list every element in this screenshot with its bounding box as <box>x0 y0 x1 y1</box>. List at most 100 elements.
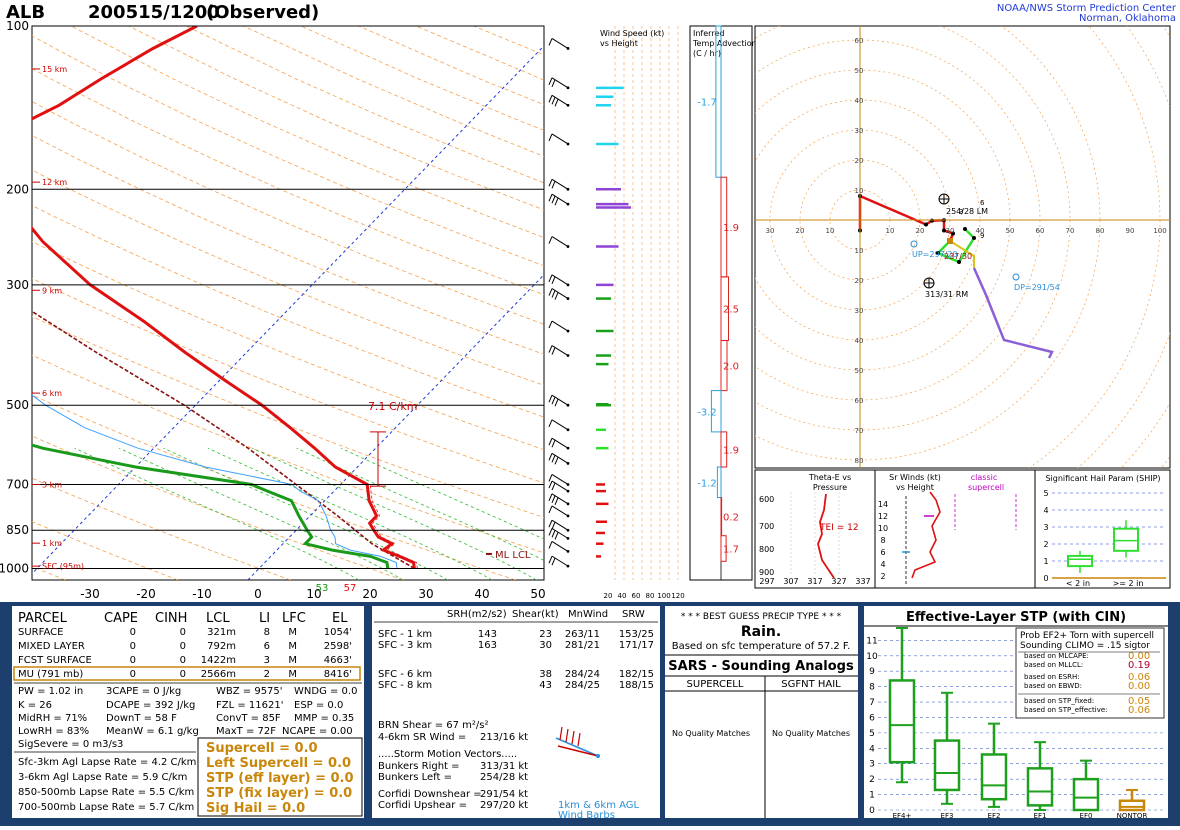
ship-x-label-large: >= 2 in <box>1113 579 1144 588</box>
parcel-cell: 0 <box>130 627 136 638</box>
stp-category-label: EF0 <box>1080 812 1093 820</box>
motion-value: 297/20 kt <box>480 800 528 811</box>
srw-classic-label: classic <box>971 473 997 482</box>
kin-row-label: SFC - 8 km <box>378 680 432 691</box>
kin-shear: 38 <box>539 669 552 680</box>
hodograph: 30 20 10 10 20 30 40 50 60 70 80 90 100 60 50 40 30 20 10 1… <box>754 25 1171 469</box>
stp-boxplot: 0 1 2 3 4 5 6 7 8 9 10 11 EF4+ EF3 EF2 EF1 EF0 NONTOR Prob… <box>866 627 1166 820</box>
wind-barb-flag <box>548 133 553 142</box>
theta-e-tick-label: 297 <box>759 577 774 586</box>
up-label: UP=297/20 <box>912 250 958 259</box>
index-wndg: WNDG = 0.0 <box>294 686 357 697</box>
srw-trace <box>911 491 941 579</box>
advection-value: 0.2 <box>723 513 739 524</box>
index-downt: DownT = 58 F <box>106 713 177 724</box>
sars-supercell-header: SUPERCELL <box>687 679 744 690</box>
advection-title: Inferred <box>693 29 724 38</box>
wind-barb-flag <box>548 288 553 296</box>
kin-srw: 182/15 <box>619 669 654 680</box>
stp-box <box>1026 767 1054 807</box>
wind-barb-flag <box>551 530 556 538</box>
srw-height-tick: 8 <box>880 536 885 545</box>
motion-value: 291/54 kt <box>480 789 528 800</box>
index-fzl: FZL = 11621' <box>216 700 283 711</box>
org-line-1: NOAA/NWS Storm Prediction Center <box>997 3 1177 14</box>
wind-barb-flag <box>551 439 556 448</box>
stp-legend <box>1015 627 1165 719</box>
barb-caption-2: Wind Barbs <box>558 810 615 821</box>
kin-header-mnwind: MnWind <box>568 609 608 620</box>
hodograph-x-tick: 90 <box>1126 227 1135 235</box>
ship-large-box <box>1113 527 1139 552</box>
ship-panel: Significant Hail Param (SHIP) 0 1 2 3 4 5 < 2 i… <box>1034 469 1171 589</box>
hodograph-point <box>930 218 934 223</box>
stp-y-tick: 2 <box>869 775 875 785</box>
kinematics-panel <box>372 606 660 818</box>
wind-barb-flag <box>548 480 553 489</box>
hodograph-x-tick: 10 <box>886 227 895 235</box>
parcel-header-li: LI <box>259 611 270 626</box>
kin-header-shear: Shear(kt) <box>512 609 559 620</box>
parcel-header-el: EL <box>332 611 348 626</box>
advection-value: -1.7 <box>697 98 717 109</box>
index-convt: ConvT = 85F <box>216 713 281 724</box>
wind-barb-flag <box>548 505 553 514</box>
advection-subtitle: Temp Advection <box>692 39 757 48</box>
theta-e-tick-label: 327 <box>831 577 846 586</box>
agl-barb-flag <box>559 726 563 741</box>
wind-barb-staff <box>551 38 569 49</box>
dry-adiabat <box>32 241 544 451</box>
parcel-header-lfc: LFC <box>282 611 306 626</box>
wind-barb-flag <box>548 236 553 244</box>
theta-e-title: Theta-E vs <box>808 473 851 482</box>
moist-adiabat <box>207 447 493 580</box>
wind-speed-tick-label: 120 <box>671 592 684 600</box>
temp-tick-label: 20 <box>362 587 377 601</box>
parcel-cell: 0 <box>130 641 136 652</box>
wind-barb-staff <box>551 474 569 485</box>
motion-value: 254/28 kt <box>480 772 528 783</box>
kin-header-srh: SRH(m2/s2) <box>447 609 507 620</box>
stp-y-tick: 0 <box>869 806 875 816</box>
mean-wind-marker <box>947 238 953 244</box>
rm-label: 313/31 RM <box>925 290 968 299</box>
stp-prob-value: 0.00 <box>1128 651 1150 662</box>
hodograph-y-tick: 40 <box>855 97 864 105</box>
kin-header-srw: SRW <box>622 609 645 620</box>
precip-basis: Based on sfc temperature of 57.2 F. <box>672 641 851 652</box>
composite-supercell: Supercell = 0.0 <box>206 741 318 756</box>
skew-t-frame <box>31 25 545 581</box>
precip-sars-panel <box>665 606 858 818</box>
motion-label: Bunkers Left = <box>378 772 452 783</box>
srw-classic-label-2: supercell <box>968 483 1004 492</box>
brn-shear: BRN Shear = 67 m²/s² <box>378 720 489 731</box>
wind-barb-flag <box>554 197 559 206</box>
wind-barb-staff <box>551 419 569 431</box>
wind-barb-flag <box>551 79 556 88</box>
wind-barb-flag <box>551 347 556 355</box>
wind-barb-staff <box>551 555 569 567</box>
ship-y-tick: 3 <box>1043 523 1048 532</box>
dry-adiabat <box>32 521 179 580</box>
pressure-tick-label: 500 <box>6 398 29 412</box>
index-3cape: 3CAPE = 0 J/kg <box>106 686 181 697</box>
parcel-cell: FCST SURFACE <box>18 655 92 666</box>
lapse-700-500: 700-500mb Lapse Rate = 5.7 C/km <box>18 802 194 813</box>
index-dcape: DCAPE = 392 J/kg <box>106 700 195 711</box>
ship-frame <box>1034 469 1171 589</box>
parcel-cell: M <box>288 655 297 666</box>
kin-row-label: SFC - 3 km <box>378 640 432 651</box>
stp-y-tick: 10 <box>866 652 878 662</box>
parcel-cell: 8416' <box>324 669 352 680</box>
kin-shear: 30 <box>539 640 552 651</box>
index-esp: ESP = 0.0 <box>294 700 343 711</box>
wind-barb-staff <box>551 274 569 286</box>
wind-speed-panel: Wind Speed (kt)vs Height 20 40 60 80 100 120 <box>596 26 686 600</box>
wind-barb-flag <box>548 555 553 564</box>
sounding-status: (Observed) <box>206 2 319 23</box>
pressure-tick-label: 1000 <box>0 562 29 576</box>
lm-label: 254/28 LM <box>946 207 988 216</box>
